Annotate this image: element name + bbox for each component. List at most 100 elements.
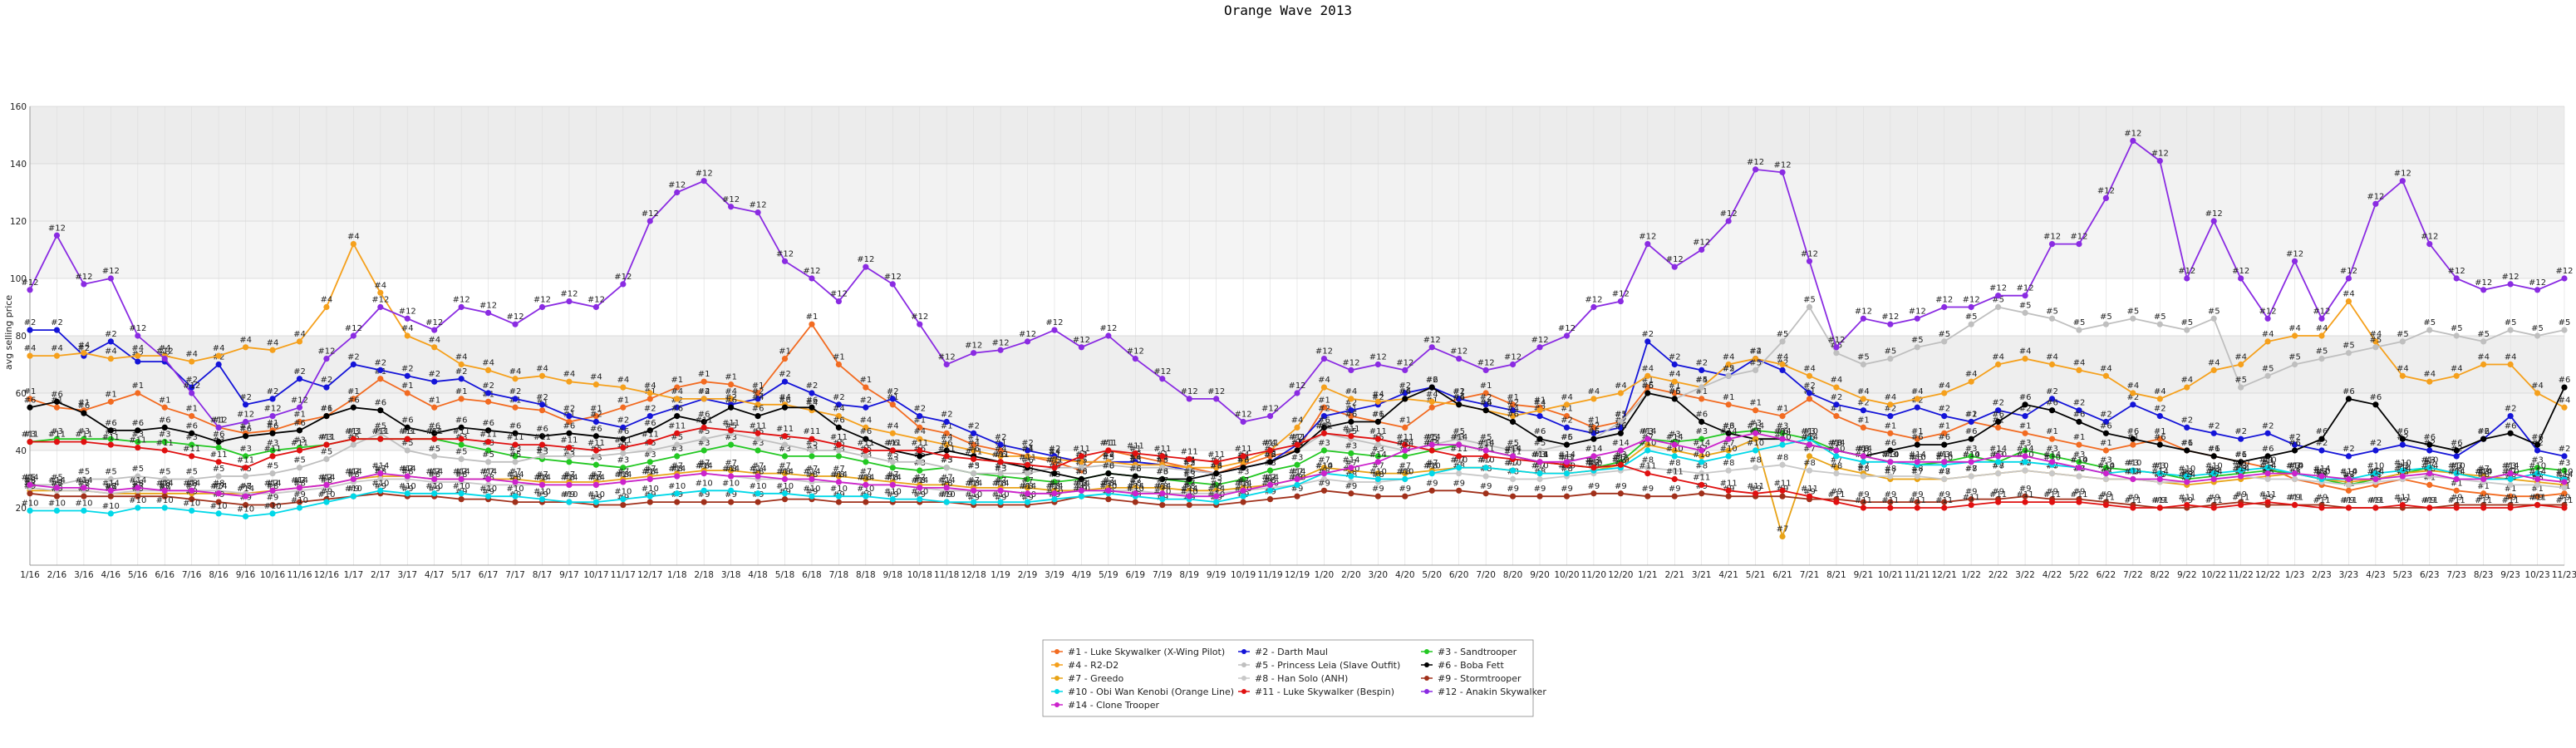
data-point-label: #9 xyxy=(2288,494,2301,503)
data-point-label: #6 xyxy=(24,396,37,405)
data-point xyxy=(1644,447,1651,454)
data-point-label: #6 xyxy=(2100,421,2112,431)
data-point-label: #2 xyxy=(995,433,1007,442)
data-point-label: #1 xyxy=(1965,411,1978,420)
data-point-label: #4 xyxy=(1129,453,1142,462)
data-point-label: #1 xyxy=(1507,393,1519,402)
data-point xyxy=(1644,441,1651,448)
data-point xyxy=(835,401,843,408)
x-tick-label: 3/21 xyxy=(1692,570,1712,580)
x-tick-label: 4/19 xyxy=(1072,570,1092,580)
data-point xyxy=(431,327,438,333)
data-point xyxy=(2210,475,2217,483)
x-tick-label: 3/17 xyxy=(397,570,417,580)
data-point xyxy=(1266,496,1274,503)
data-point xyxy=(592,303,599,311)
data-point-label: #10 xyxy=(803,485,820,494)
data-point xyxy=(2130,467,2136,474)
data-point xyxy=(1941,459,1948,465)
data-point-label: #9 xyxy=(563,490,576,499)
data-point-label: #3 xyxy=(1938,450,1950,460)
data-point xyxy=(1833,350,1840,357)
data-point xyxy=(592,381,599,388)
data-point xyxy=(2102,475,2110,483)
data-point-label: #6 xyxy=(833,416,845,425)
data-point xyxy=(377,407,384,414)
data-point-label: #11 xyxy=(1099,439,1117,448)
data-point xyxy=(1698,453,1705,460)
data-point xyxy=(1617,298,1624,305)
data-point xyxy=(2453,475,2460,483)
data-point-label: #9 xyxy=(536,490,548,499)
x-tick-label: 1/22 xyxy=(1961,570,1981,580)
data-point xyxy=(1860,473,1866,480)
x-tick-label: 10/17 xyxy=(583,570,608,580)
data-point xyxy=(296,504,303,511)
data-point-label: #14 xyxy=(1909,450,1926,460)
data-point xyxy=(135,473,141,480)
data-point-label: #7 xyxy=(1426,459,1438,468)
data-point-label: #11 xyxy=(2286,494,2303,503)
data-point xyxy=(755,430,761,436)
x-tick-label: 3/16 xyxy=(74,570,94,580)
data-point xyxy=(1941,499,1948,505)
data-point xyxy=(1240,459,1246,465)
data-point-label: #4 xyxy=(644,381,656,391)
data-point-label: #7 xyxy=(617,468,629,477)
x-tick-label: 1/21 xyxy=(1638,570,1658,580)
data-point-label: #3 xyxy=(779,445,791,454)
data-point xyxy=(1132,490,1138,497)
data-point-label: #1 xyxy=(2451,479,2463,488)
data-point-label: #12 xyxy=(1855,307,1872,316)
data-point xyxy=(2264,475,2271,483)
data-point xyxy=(2102,418,2110,426)
data-point-label: #7 xyxy=(941,473,953,482)
data-point xyxy=(2048,241,2056,248)
data-point-label: #2 xyxy=(2073,399,2086,408)
data-point-label: #3 xyxy=(2531,456,2544,465)
data-point-label: #2 xyxy=(1641,330,1654,339)
data-point-label: #8 xyxy=(347,470,360,480)
data-point-label: #2 xyxy=(1992,399,2004,408)
data-point-label: #9 xyxy=(2154,496,2166,505)
data-point xyxy=(2561,490,2568,497)
data-point-label: #4 xyxy=(1291,416,1304,425)
data-point xyxy=(997,470,1004,477)
data-point xyxy=(917,496,923,503)
data-point xyxy=(404,315,410,322)
data-point-label: #6 xyxy=(859,427,872,436)
data-point xyxy=(1752,436,1759,442)
data-point-label: #8 xyxy=(509,473,522,482)
data-point-label: #5 xyxy=(967,462,980,471)
data-point xyxy=(2561,327,2568,333)
data-point-label: #3 xyxy=(1156,468,1168,477)
data-point-label: #2 xyxy=(239,393,252,402)
data-point xyxy=(889,481,896,489)
x-tick-label: 11/23 xyxy=(2552,570,2576,580)
data-point xyxy=(2022,401,2028,408)
data-point-label: #7 xyxy=(913,473,926,482)
data-point-label: #12 xyxy=(1450,347,1467,357)
data-point-label: #5 xyxy=(1588,427,1600,436)
data-point-label: #3 xyxy=(78,427,91,436)
data-point xyxy=(1671,447,1678,454)
data-point xyxy=(1671,263,1678,270)
data-point-label: #14 xyxy=(2529,468,2546,477)
data-point-label: #3 xyxy=(2208,465,2220,474)
data-point xyxy=(1590,424,1597,431)
y-tick-label: 140 xyxy=(10,160,27,170)
data-point xyxy=(81,507,87,514)
data-point-label: #12 xyxy=(1073,336,1090,345)
data-point-label: #12 xyxy=(911,312,928,322)
data-point-label: #8 xyxy=(833,470,845,480)
data-point xyxy=(592,453,599,460)
data-point xyxy=(1779,361,1786,368)
data-point-label: #10 xyxy=(102,502,120,511)
data-point-label: #7 xyxy=(1318,456,1330,465)
data-point-label: #3 xyxy=(1237,468,1250,477)
data-point xyxy=(2561,467,2568,474)
data-point xyxy=(620,424,627,431)
data-point-label: #9 xyxy=(1803,488,1816,497)
x-tick-label: 2/19 xyxy=(1018,570,1038,580)
data-point-label: #12 xyxy=(1827,336,1845,345)
